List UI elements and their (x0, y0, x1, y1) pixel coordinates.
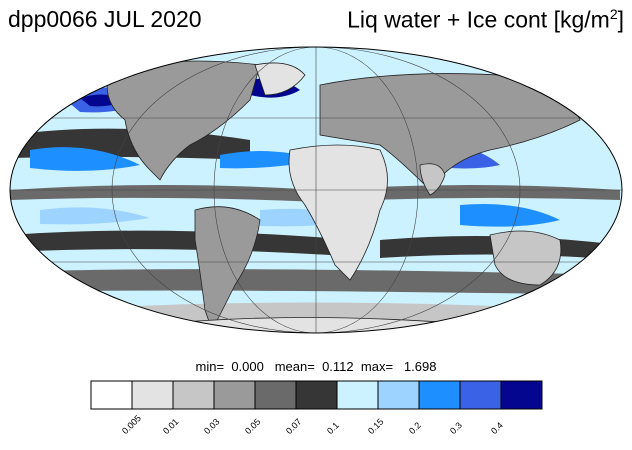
colorbar-tick-label: 0.2 (407, 420, 423, 437)
plot-title-left: dpp0066 JUL 2020 (8, 6, 202, 32)
colorbar-tick-label: 0.01 (161, 416, 181, 437)
map-outline (9, 46, 623, 334)
min-value: 0.000 (231, 359, 264, 374)
min-label: min= (195, 359, 225, 374)
colorbar-box (172, 380, 215, 410)
colorbar-box (500, 380, 543, 410)
africa (288, 144, 388, 281)
india (419, 163, 446, 196)
colorbar-tick-label: 0.05 (243, 416, 263, 437)
colorbar-box (336, 380, 379, 410)
max-value: 1.698 (403, 359, 437, 374)
colorbar-tick-label: 0.03 (202, 416, 222, 437)
colorbar-box (254, 380, 297, 410)
europe-asia (319, 73, 581, 191)
colorbar-box (459, 380, 502, 410)
mean-label: mean= (274, 359, 315, 374)
colorbar-tick-label: 0.4 (489, 420, 505, 437)
north-america (106, 60, 261, 181)
title-bracket: ] (617, 6, 624, 33)
colorbar-tick-label: 0.07 (284, 416, 304, 437)
colorbar-box (90, 380, 133, 410)
title-superscript: 2 (609, 6, 618, 22)
colorbar-tick-label: 0.1 (325, 420, 341, 437)
colorbar-box (377, 380, 420, 410)
graticule (10, 47, 622, 333)
title-variable: Liq water + Ice cont [kg/m (347, 6, 610, 33)
plot-title-right: Liq water + Ice cont [kg/m2] (347, 6, 624, 34)
australia (489, 230, 562, 286)
greenland (254, 62, 306, 96)
south-america (194, 206, 261, 331)
colorbar-tick-label: 0.15 (366, 416, 386, 437)
colorbar-box (131, 380, 174, 410)
statistics-line: min= 0.000 mean= 0.112 max= 1.698 (0, 359, 632, 374)
colorbar-box (418, 380, 461, 410)
colorbar-box (213, 380, 256, 410)
mean-value: 0.112 (322, 359, 354, 374)
mollweide-map (9, 46, 623, 334)
colorbar (90, 380, 543, 410)
max-label: max= (360, 359, 394, 374)
colorbar-tick-label: 0.3 (448, 420, 464, 437)
colorbar-tick-label: 0.005 (120, 413, 144, 437)
colorbar-box (295, 380, 338, 410)
